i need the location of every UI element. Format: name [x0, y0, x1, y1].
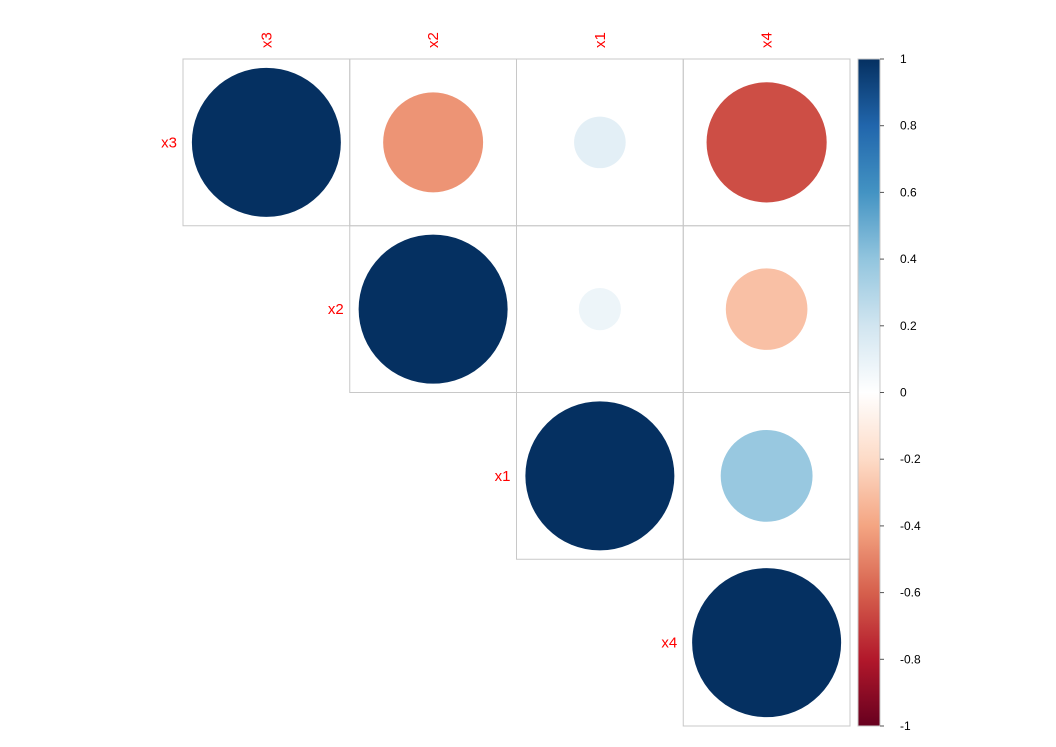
colorbar-tick-label: -1: [900, 719, 911, 733]
colorbar-tick-label: 0.4: [900, 252, 917, 266]
colorbar-tick-label: 1: [900, 52, 907, 66]
corr-circle-x3-x4: [706, 82, 827, 203]
labels-layer: x3 x2 x1 x4 x3 x2 x1 x4: [161, 32, 775, 651]
row-label-x1: x1: [495, 468, 511, 485]
corr-circle-x1-x4: [720, 429, 813, 522]
colorbar-tick-label: 0.8: [900, 119, 917, 133]
corr-circle-x4-x4: [692, 568, 842, 718]
colorbar-gradient: [858, 59, 880, 726]
colorbar-tick-label: -0.4: [900, 519, 921, 533]
corr-circle-x2-x2: [358, 234, 508, 384]
colorbar-tick-label: -0.8: [900, 652, 921, 666]
row-label-x2: x2: [328, 301, 344, 318]
corr-circle-x1-x1: [525, 401, 675, 551]
row-label-x4: x4: [661, 635, 677, 652]
circles-layer: [191, 67, 842, 718]
top-label-x3: x3: [258, 32, 275, 48]
top-label-x4: x4: [759, 32, 776, 48]
corr-circle-x2-x4: [725, 268, 808, 350]
corr-circle-x2-x1: [578, 288, 621, 331]
colorbar: 1 0.8 0.6 0.4 0.2 0 -0.2 -0.4 -0.6 -0.8 -1: [857, 52, 921, 733]
row-label-x3: x3: [161, 134, 177, 151]
colorbar-tick-label: 0.2: [900, 319, 917, 333]
colorbar-tick-label: -0.6: [900, 586, 921, 600]
corr-circle-x3-x3: [191, 67, 341, 217]
colorbar-tick-label: -0.2: [900, 452, 921, 466]
corr-circle-x3-x1: [574, 116, 626, 169]
corr-circle-x3-x2: [383, 92, 484, 193]
colorbar-tick-label: 0.6: [900, 185, 917, 199]
top-label-x2: x2: [425, 32, 442, 48]
colorbar-tick-label: 0: [900, 386, 907, 400]
cell-x4-x4: [682, 558, 851, 727]
cells-layer: [182, 58, 851, 727]
top-label-x1: x1: [592, 32, 609, 48]
